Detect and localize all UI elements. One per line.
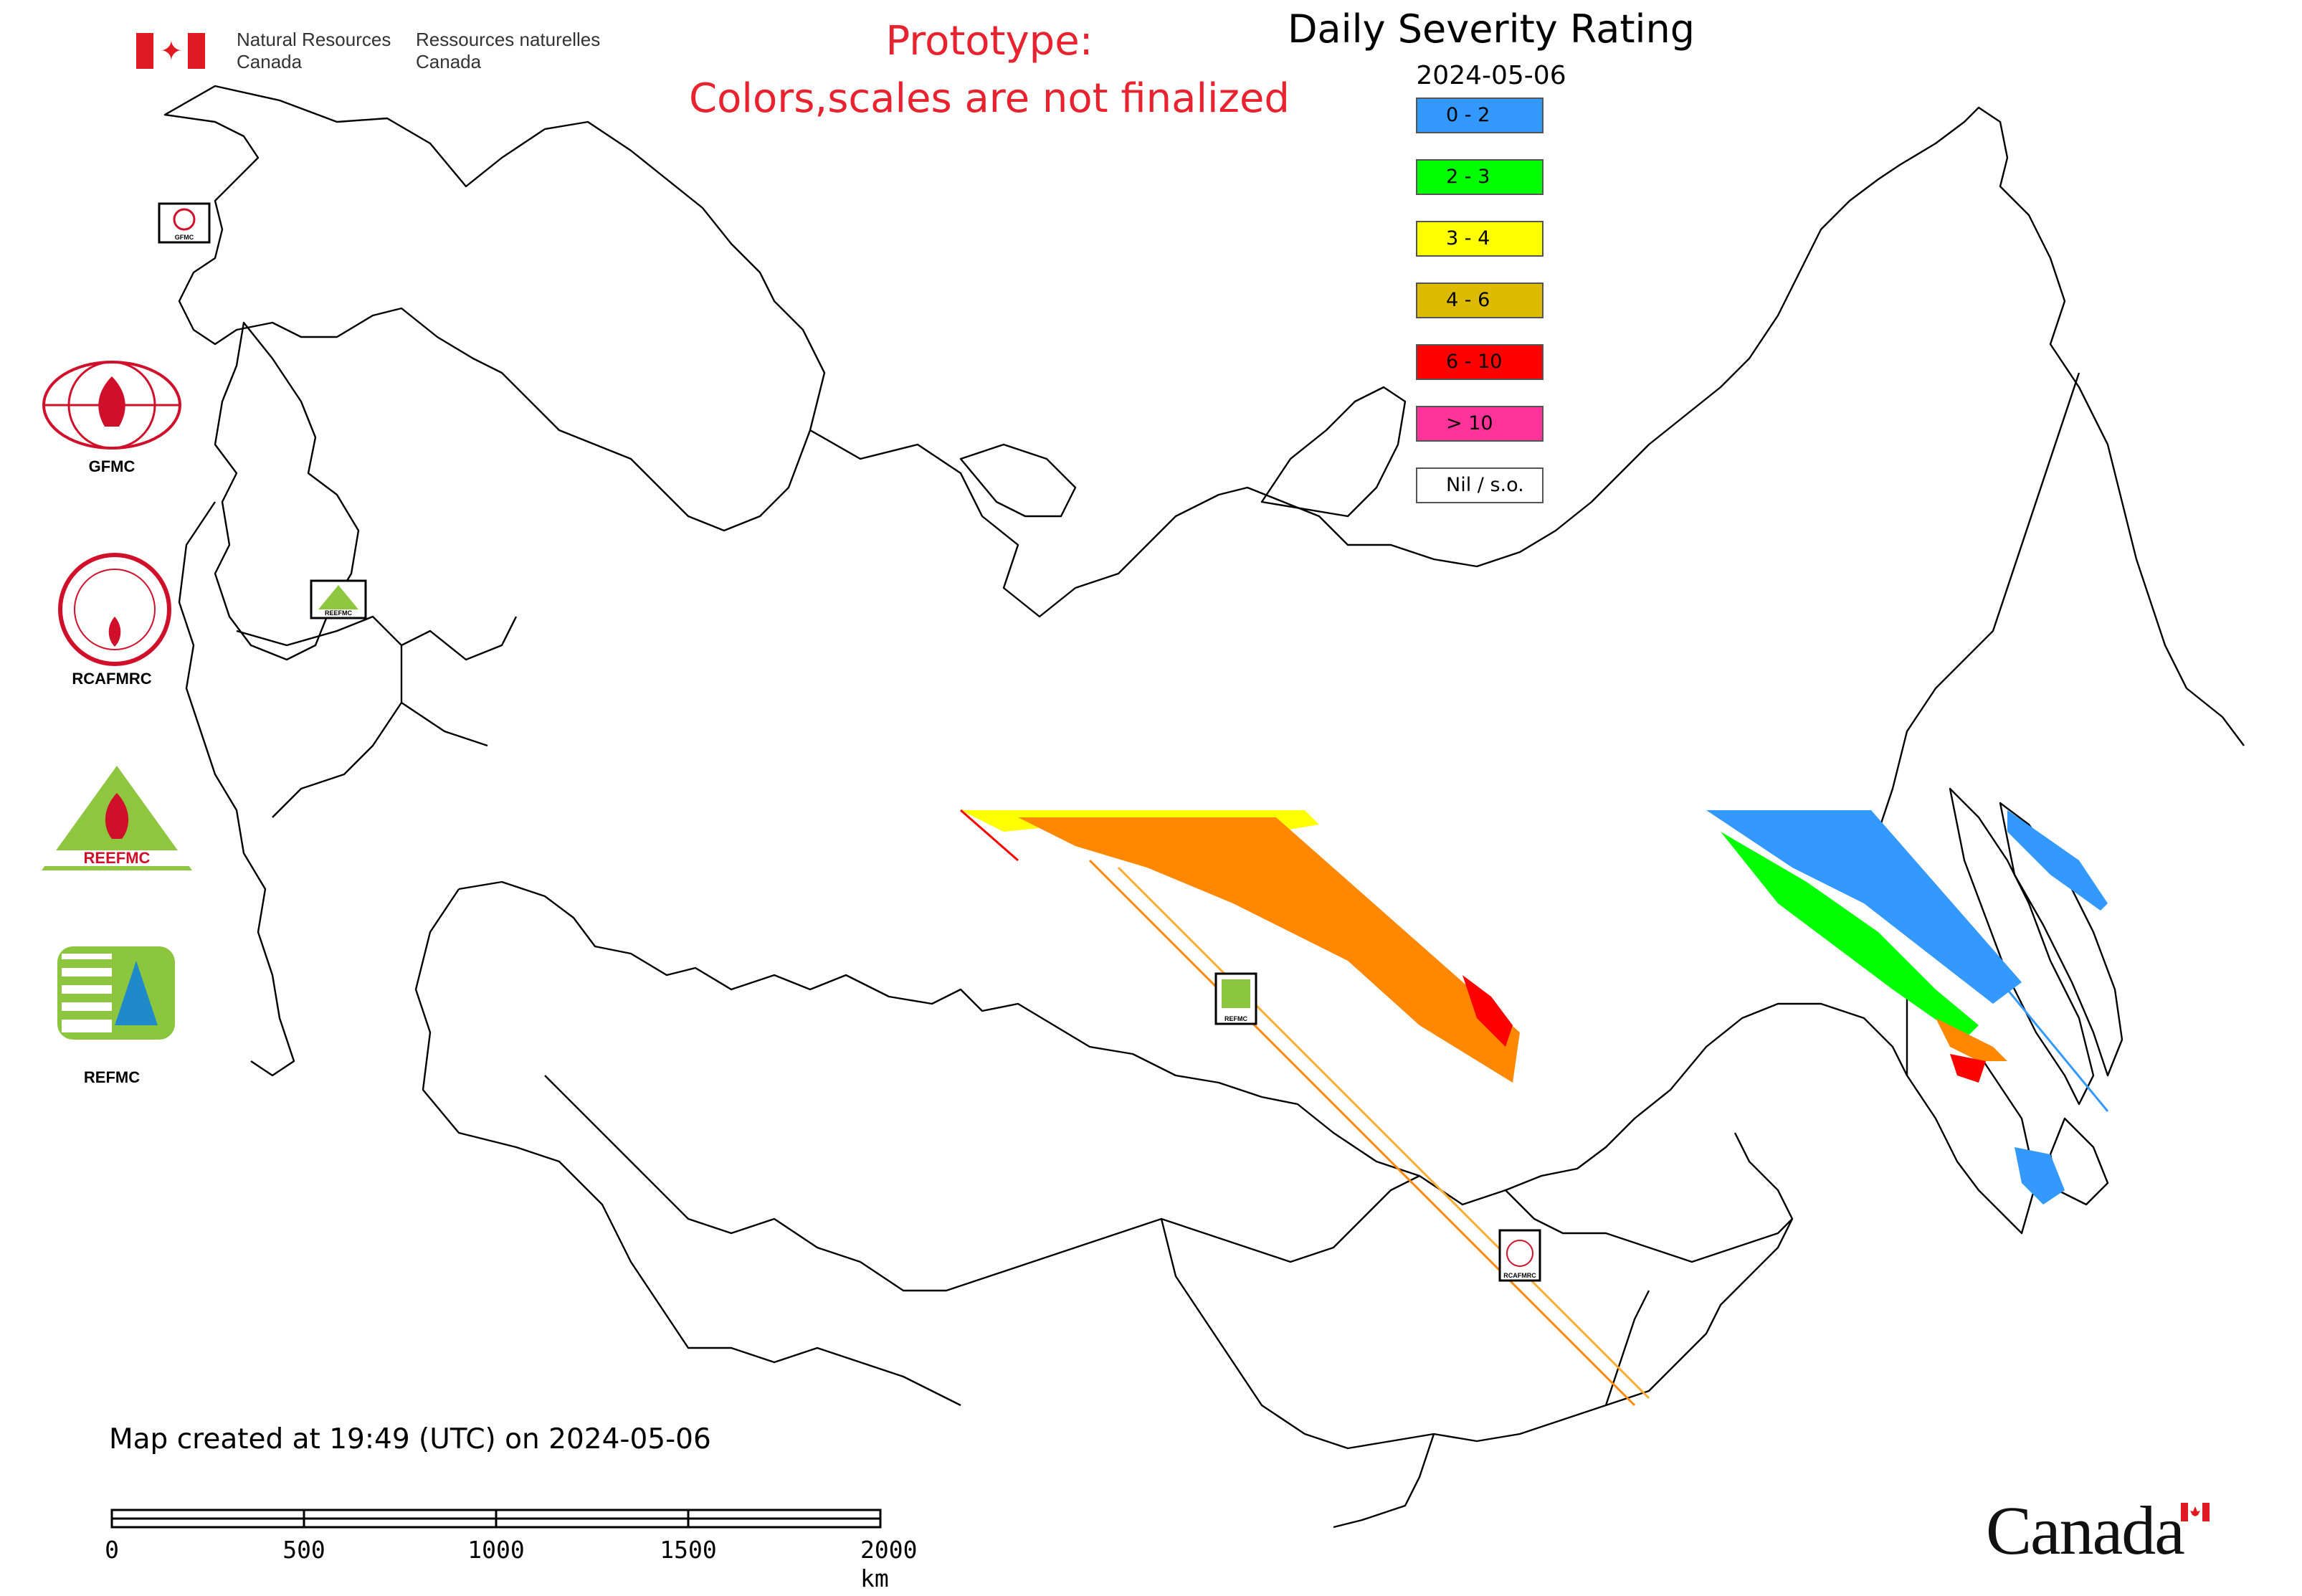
wordmark-flag-icon <box>2181 1503 2210 1521</box>
scale-bar: 0 500 1000 1500 2000 km <box>93 1498 989 1592</box>
dsr-blue-east <box>1706 810 2022 1004</box>
refmc-label: REFMC <box>83 1068 141 1086</box>
peninsula-kamchatka <box>1949 787 2095 1106</box>
rcafmrc-logo-icon <box>58 553 171 666</box>
dsr-streak-orange-2 <box>1117 866 1650 1400</box>
legend-item: 0 - 2 <box>1416 98 1544 133</box>
boundary-baltic <box>214 321 360 661</box>
canada-wordmark: Canada <box>1986 1491 2222 1570</box>
scale-tick-2000: 2000 km <box>860 1536 918 1592</box>
legend-item: Nil / s.o. <box>1416 467 1544 503</box>
prototype-notice: Prototype: Colors,scales are not finaliz… <box>689 18 1290 122</box>
marker-reefmc-label: REEFMC <box>325 609 353 617</box>
signature-french: Ressources naturelles Canada <box>416 29 601 72</box>
scale-tick-0: 0 <box>105 1536 119 1564</box>
scale-tick-500: 500 <box>282 1536 325 1564</box>
boundary-central-asia <box>544 1075 1076 1292</box>
legend-item: 6 - 10 <box>1416 344 1544 380</box>
dsr-blue-kamchatka <box>2007 810 2108 911</box>
legend-item: 2 - 3 <box>1416 159 1544 195</box>
rcafmrc-label: RCAFMRC <box>72 670 152 688</box>
scale-bar-graphic <box>110 1509 882 1529</box>
dsr-streak-blue <box>2006 989 2109 1112</box>
boundary-russia-kazakhstan <box>458 880 1262 1098</box>
marker-rcafmrc-icon <box>1506 1240 1533 1267</box>
dsr-streak-orange-1 <box>1088 859 1636 1407</box>
island-sakhalin <box>1999 802 2123 1077</box>
scale-tick-1000: 1000 <box>467 1536 525 1564</box>
boundary-eastern-europe <box>178 501 295 1077</box>
marker-gfmc-label: GFMC <box>175 234 194 241</box>
dsr-green-east <box>1721 832 1979 1040</box>
coastline-arctic <box>809 106 2245 746</box>
marker-refmc-label: REFMC <box>1224 1015 1247 1022</box>
coastline-okhotsk <box>1877 372 2080 832</box>
government-signature: ✦ Natural Resources Canada Ressources na… <box>136 27 609 75</box>
signature-english: Natural Resources Canada <box>237 29 391 72</box>
boundary-kazakhstan-south <box>414 888 961 1407</box>
canada-flag-icon: ✦ <box>136 33 205 69</box>
marker-gfmc-icon <box>173 208 196 231</box>
boundary-scandinavia <box>163 85 826 532</box>
boundary-china-north <box>1333 1290 1650 1529</box>
peninsula-taymyr <box>1260 386 1407 518</box>
dsr-orange-east <box>1936 1018 2007 1061</box>
dsr-red-east <box>1950 1054 1986 1083</box>
gfmc-label: GFMC <box>88 457 135 475</box>
boundary-russia-mongolia <box>1261 1002 1908 1206</box>
dsr-blue-hokkaido <box>2015 1147 2065 1205</box>
gfmc-logo-icon <box>42 361 181 450</box>
refmc-logo-icon <box>57 946 175 1040</box>
dsr-streak-red <box>960 809 1019 862</box>
legend-item: > 10 <box>1416 406 1544 442</box>
boundary-mongolia-china <box>1505 1132 1794 1263</box>
marker-refmc-icon <box>1222 979 1250 1008</box>
svg-text:REEFMC: REEFMC <box>84 849 151 867</box>
dsr-red-central <box>1462 975 1513 1047</box>
marker-rcafmrc-label: RCAFMRC <box>1503 1272 1536 1279</box>
map-created-note: Map created at 19:49 (UTC) on 2024-05-06 <box>109 1423 711 1455</box>
legend-item: 4 - 6 <box>1416 282 1544 318</box>
legend-title: Daily Severity Rating <box>1287 6 1695 52</box>
marker-reefmc-icon <box>318 585 358 609</box>
dsr-swath-central <box>960 809 1650 1407</box>
legend-date: 2024-05-06 <box>1416 61 1566 90</box>
dsr-swath-east <box>1706 810 2109 1205</box>
island-novaya-zemlya <box>959 443 1077 518</box>
reefmc-logo-icon: REEFMC <box>40 766 194 870</box>
map-markers <box>158 202 1541 1282</box>
legend-item: 3 - 4 <box>1416 221 1544 257</box>
dsr-orange-central <box>1018 817 1520 1083</box>
boundary-mongolia <box>1075 1174 1794 1450</box>
boundary-europe-inner <box>236 615 518 818</box>
marker-icons <box>173 208 1533 1267</box>
scale-tick-1500: 1500 <box>660 1536 717 1564</box>
